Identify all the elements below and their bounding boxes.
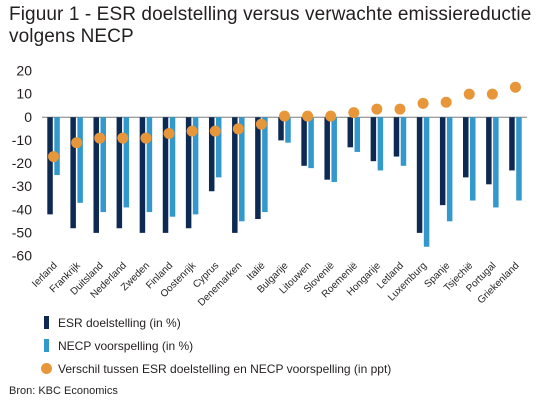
bar-necp-17 <box>446 117 453 222</box>
bar-necp-4 <box>146 117 153 213</box>
bar-esr-15 <box>393 117 400 157</box>
bar-necp-1 <box>77 117 83 203</box>
dot-verschil-2 <box>94 132 106 144</box>
dot-verschil-6 <box>186 125 198 137</box>
bar-esr-12 <box>324 117 330 180</box>
bar-necp-19 <box>493 117 499 208</box>
y-tick-label: -60 <box>12 248 32 264</box>
y-tick-label: 0 <box>24 109 32 125</box>
dot-verschil-7 <box>209 125 221 137</box>
dot-verschil-5 <box>163 127 175 139</box>
bar-esr-9 <box>255 117 261 219</box>
y-tick-label: 10 <box>16 86 32 102</box>
bar-necp-8 <box>239 117 245 222</box>
dot-verschil-3 <box>117 132 129 144</box>
legend-swatch-necp <box>44 339 49 352</box>
y-tick-label: -50 <box>12 224 32 240</box>
bar-esr-0 <box>47 117 53 215</box>
legend-item-necp: NECP voorspelling (in %) <box>44 335 391 356</box>
bar-necp-9 <box>262 117 268 213</box>
bar-esr-14 <box>370 117 377 162</box>
source-note: Bron: KBC Economics <box>9 385 118 397</box>
y-tick-label: 20 <box>16 63 32 79</box>
dot-verschil-11 <box>302 110 314 122</box>
bar-esr-1 <box>70 117 76 229</box>
bar-esr-7 <box>208 117 215 192</box>
bar-necp-20 <box>516 117 522 201</box>
bar-esr-20 <box>509 117 515 171</box>
y-tick-label: -30 <box>12 178 32 194</box>
bar-necp-16 <box>423 117 430 247</box>
bar-esr-3 <box>116 117 123 229</box>
bar-esr-6 <box>185 117 192 229</box>
bar-esr-18 <box>463 117 469 178</box>
bar-esr-17 <box>439 117 446 206</box>
legend-swatch-verschil <box>41 363 52 374</box>
bar-necp-12 <box>331 117 337 182</box>
dot-verschil-17 <box>440 96 452 108</box>
dot-verschil-19 <box>486 88 498 100</box>
dot-verschil-20 <box>509 81 521 93</box>
dot-verschil-13 <box>348 107 360 119</box>
bar-esr-13 <box>347 117 354 148</box>
y-tick-label: -10 <box>12 132 32 148</box>
bar-esr-10 <box>278 117 284 141</box>
bar-necp-2 <box>100 117 106 213</box>
bar-necp-5 <box>169 117 176 217</box>
bar-necp-0 <box>54 117 60 176</box>
bar-necp-14 <box>377 117 384 171</box>
bar-necp-3 <box>123 117 130 208</box>
legend-label-necp: NECP voorspelling (in %) <box>58 338 194 353</box>
bar-necp-18 <box>470 117 476 201</box>
legend-label-verschil: Verschil tussen ESR doelstelling en NECP… <box>58 361 392 376</box>
dot-verschil-10 <box>279 110 290 122</box>
dot-verschil-14 <box>371 103 383 115</box>
legend: ESR doelstelling (in %) NECP voorspellin… <box>41 312 392 381</box>
legend-item-verschil: Verschil tussen ESR doelstelling en NECP… <box>41 358 392 379</box>
legend-label-esr: ESR doelstelling (in %) <box>58 315 181 330</box>
dot-verschil-4 <box>140 132 152 144</box>
bar-esr-4 <box>139 117 146 233</box>
bar-necp-7 <box>215 117 222 178</box>
bar-esr-8 <box>232 117 238 233</box>
dot-verschil-8 <box>232 123 244 135</box>
y-tick-label: -40 <box>12 201 32 217</box>
dot-verschil-18 <box>463 88 475 100</box>
dot-verschil-15 <box>394 103 406 115</box>
dot-verschil-1 <box>71 137 83 149</box>
bar-necp-15 <box>400 117 407 166</box>
bar-esr-19 <box>486 117 492 185</box>
bar-esr-2 <box>93 117 99 233</box>
dot-verschil-16 <box>417 97 429 109</box>
legend-swatch-esr <box>44 316 49 329</box>
bar-esr-5 <box>162 117 169 233</box>
bar-esr-11 <box>301 117 307 166</box>
bar-necp-11 <box>308 117 314 169</box>
bar-necp-6 <box>192 117 199 215</box>
legend-item-esr: ESR doelstelling (in %) <box>44 312 391 333</box>
dot-verschil-0 <box>48 151 60 163</box>
dot-verschil-9 <box>255 118 267 130</box>
chart-title: Figuur 1 - ESR doelstelling versus verwa… <box>9 4 532 47</box>
bar-esr-16 <box>416 117 423 233</box>
dot-verschil-12 <box>325 110 337 122</box>
y-tick-label: -20 <box>12 155 32 171</box>
bar-necp-13 <box>354 117 361 152</box>
bar-necp-10 <box>285 117 291 143</box>
